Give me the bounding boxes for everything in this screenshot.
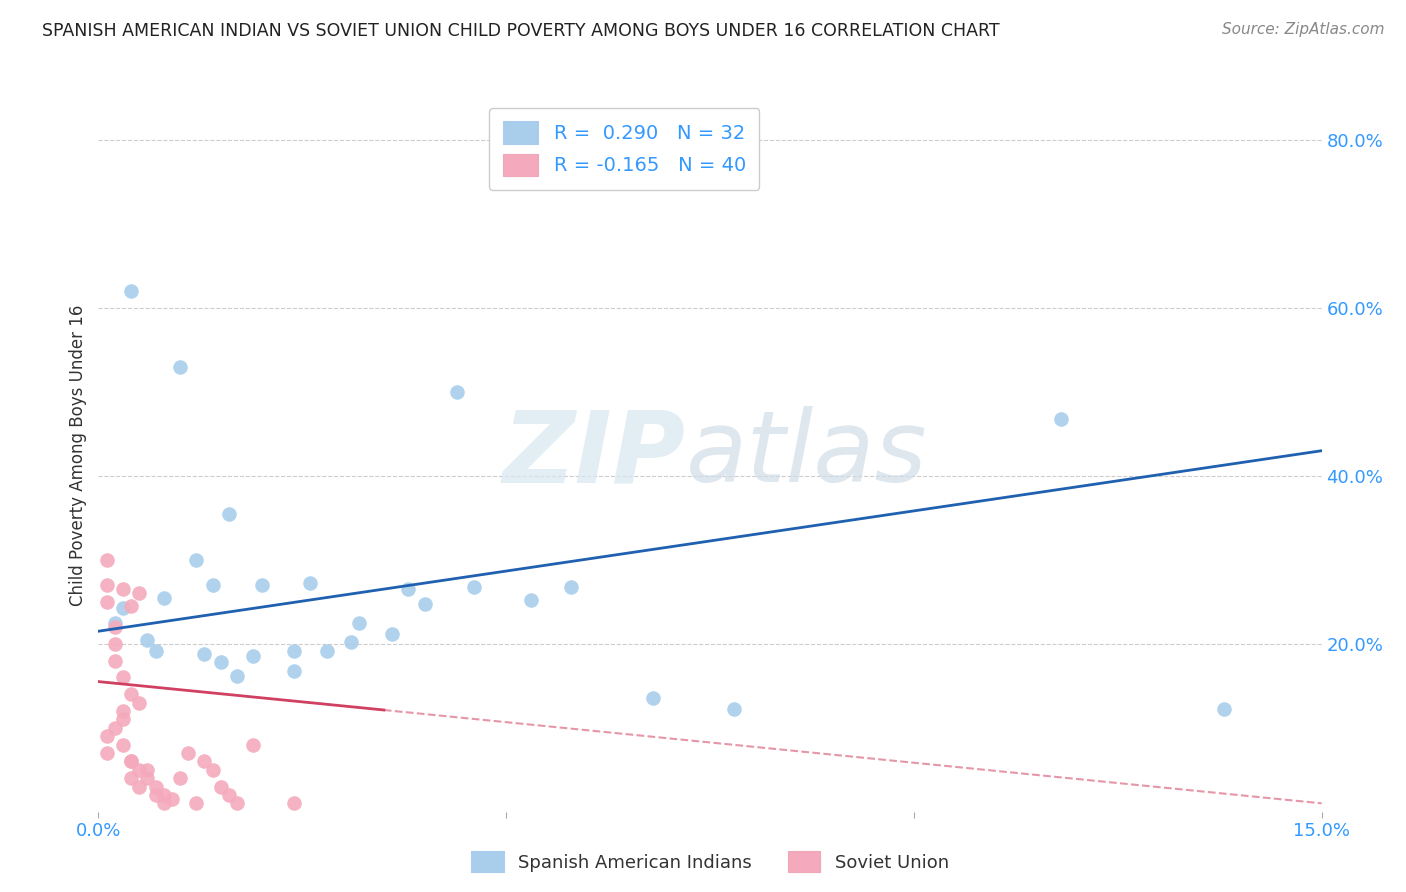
Point bbox=[519, 593, 541, 607]
Point bbox=[242, 738, 264, 752]
Point bbox=[283, 664, 305, 678]
Point bbox=[111, 600, 134, 615]
Point bbox=[104, 620, 127, 634]
Point bbox=[349, 615, 371, 630]
Point bbox=[104, 654, 127, 668]
Point bbox=[120, 755, 142, 769]
Point bbox=[104, 637, 127, 651]
Point bbox=[120, 599, 142, 613]
Point bbox=[209, 780, 232, 794]
Point bbox=[186, 553, 208, 567]
Text: Source: ZipAtlas.com: Source: ZipAtlas.com bbox=[1222, 22, 1385, 37]
Point bbox=[193, 755, 215, 769]
Point bbox=[111, 712, 134, 726]
Point bbox=[209, 655, 232, 669]
Point bbox=[145, 643, 167, 657]
Point bbox=[136, 763, 159, 777]
Point bbox=[283, 643, 305, 657]
Point bbox=[186, 797, 208, 811]
Text: atlas: atlas bbox=[686, 407, 927, 503]
Point bbox=[340, 635, 363, 649]
Point bbox=[446, 384, 468, 399]
Point bbox=[120, 771, 142, 785]
Point bbox=[96, 595, 118, 609]
Point bbox=[201, 763, 224, 777]
Point bbox=[242, 649, 264, 664]
Point bbox=[226, 797, 249, 811]
Point bbox=[315, 643, 337, 657]
Point bbox=[177, 746, 200, 760]
Point bbox=[128, 780, 150, 794]
Point bbox=[201, 578, 224, 592]
Point bbox=[218, 507, 240, 521]
Point bbox=[145, 780, 167, 794]
Point bbox=[381, 626, 404, 640]
Point bbox=[160, 792, 183, 806]
Point bbox=[96, 553, 118, 567]
Point bbox=[104, 721, 127, 735]
Point bbox=[152, 591, 174, 605]
Point bbox=[463, 580, 485, 594]
Point bbox=[226, 669, 249, 683]
Point bbox=[111, 582, 134, 597]
Legend: Spanish American Indians, Soviet Union: Spanish American Indians, Soviet Union bbox=[463, 842, 957, 881]
Point bbox=[1049, 412, 1071, 426]
Point bbox=[96, 746, 118, 760]
Point bbox=[111, 670, 134, 684]
Point bbox=[218, 788, 240, 802]
Point bbox=[283, 797, 305, 811]
Point bbox=[152, 788, 174, 802]
Point bbox=[145, 788, 167, 802]
Point bbox=[169, 771, 191, 785]
Point bbox=[413, 597, 436, 611]
Point bbox=[96, 729, 118, 743]
Y-axis label: Child Poverty Among Boys Under 16: Child Poverty Among Boys Under 16 bbox=[69, 304, 87, 606]
Point bbox=[120, 687, 142, 701]
Point bbox=[641, 691, 664, 706]
Point bbox=[128, 763, 150, 777]
Point bbox=[560, 580, 582, 594]
Point bbox=[193, 647, 215, 661]
Text: SPANISH AMERICAN INDIAN VS SOVIET UNION CHILD POVERTY AMONG BOYS UNDER 16 CORREL: SPANISH AMERICAN INDIAN VS SOVIET UNION … bbox=[42, 22, 1000, 40]
Point bbox=[169, 359, 191, 374]
Point bbox=[152, 797, 174, 811]
Point bbox=[128, 586, 150, 600]
Point bbox=[111, 738, 134, 752]
Point bbox=[723, 702, 745, 716]
Point bbox=[299, 576, 322, 591]
Point bbox=[96, 578, 118, 592]
Point bbox=[1212, 702, 1234, 716]
Point bbox=[136, 771, 159, 785]
Point bbox=[128, 696, 150, 710]
Text: ZIP: ZIP bbox=[502, 407, 686, 503]
Point bbox=[120, 284, 142, 298]
Point bbox=[111, 704, 134, 718]
Point bbox=[396, 582, 419, 597]
Point bbox=[250, 578, 273, 592]
Point bbox=[136, 632, 159, 647]
Point bbox=[104, 615, 127, 630]
Point bbox=[120, 755, 142, 769]
